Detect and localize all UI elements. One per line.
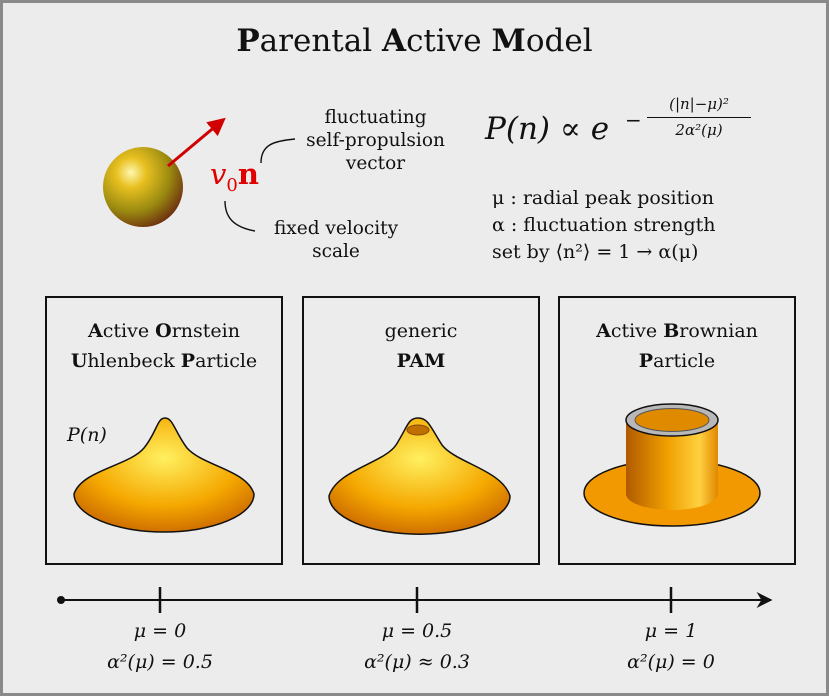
label-line: fixed velocity [273, 218, 399, 239]
velocity-arrow [167, 117, 226, 168]
particle-sphere [103, 147, 183, 227]
panel-abp: Active Brownian Particle [558, 296, 796, 565]
panel-title: Active Brownian Particle [596, 320, 758, 372]
label-line: scale [312, 241, 360, 262]
connector-line [224, 200, 256, 232]
fluctuating-label: fluctuating self-propulsion vector [288, 106, 463, 175]
definition-alpha: α : fluctuation strength [492, 214, 716, 236]
definition-normalization: set by ⟨n²⟩ = 1 → α(μ) [492, 241, 699, 263]
axis-label-mu1: μ = 1 α²(μ) = 0 [627, 620, 715, 673]
title-part: arental [259, 23, 382, 59]
crater-surface [328, 417, 511, 535]
tube-surface [583, 403, 761, 527]
title-part: A [382, 23, 407, 59]
vector-symbol: n [237, 157, 259, 191]
exponent-numerator: (|n|−μ)² [669, 95, 729, 113]
distribution-axis-label: P(n) [67, 424, 107, 446]
axis-label-mu0: μ = 0 α²(μ) = 0.5 [107, 620, 213, 673]
label-line: self-propulsion [306, 130, 445, 151]
title-part: odel [525, 23, 593, 59]
page-title: Parental Active Model [3, 23, 826, 59]
exponent-sign: − [625, 108, 642, 132]
title-part: M [491, 23, 526, 59]
exponent-denominator: 2α²(μ) [675, 121, 723, 139]
label-line: vector [345, 153, 406, 174]
velocity-label: v0n [210, 157, 259, 196]
definition-mu: μ : radial peak position [492, 187, 715, 209]
panel-aoup: Active Ornstein Uhlenbeck Particle P(n) [45, 296, 283, 565]
panel-title: generic PAM [384, 320, 458, 372]
particle-illustration [103, 117, 296, 232]
connector-line [260, 138, 296, 164]
panel-pam: generic PAM [302, 296, 540, 565]
cone-surface [73, 417, 255, 533]
panel-title: Active Ornstein Uhlenbeck Particle [70, 320, 258, 372]
label-line: fluctuating [324, 107, 427, 128]
formula-lhs: P(n) ∝ e [485, 111, 610, 147]
title-part: P [236, 23, 260, 59]
distribution-formula: P(n) ∝ e [485, 111, 609, 147]
fixed-scale-label: fixed velocity scale [253, 217, 419, 263]
axis-label-mu05: μ = 0.5 α²(μ) ≈ 0.3 [364, 620, 470, 673]
velocity-subscript: 0 [226, 174, 238, 196]
velocity-symbol: v [210, 157, 227, 191]
title-part: ctive [406, 23, 492, 59]
mu-axis [57, 587, 773, 613]
